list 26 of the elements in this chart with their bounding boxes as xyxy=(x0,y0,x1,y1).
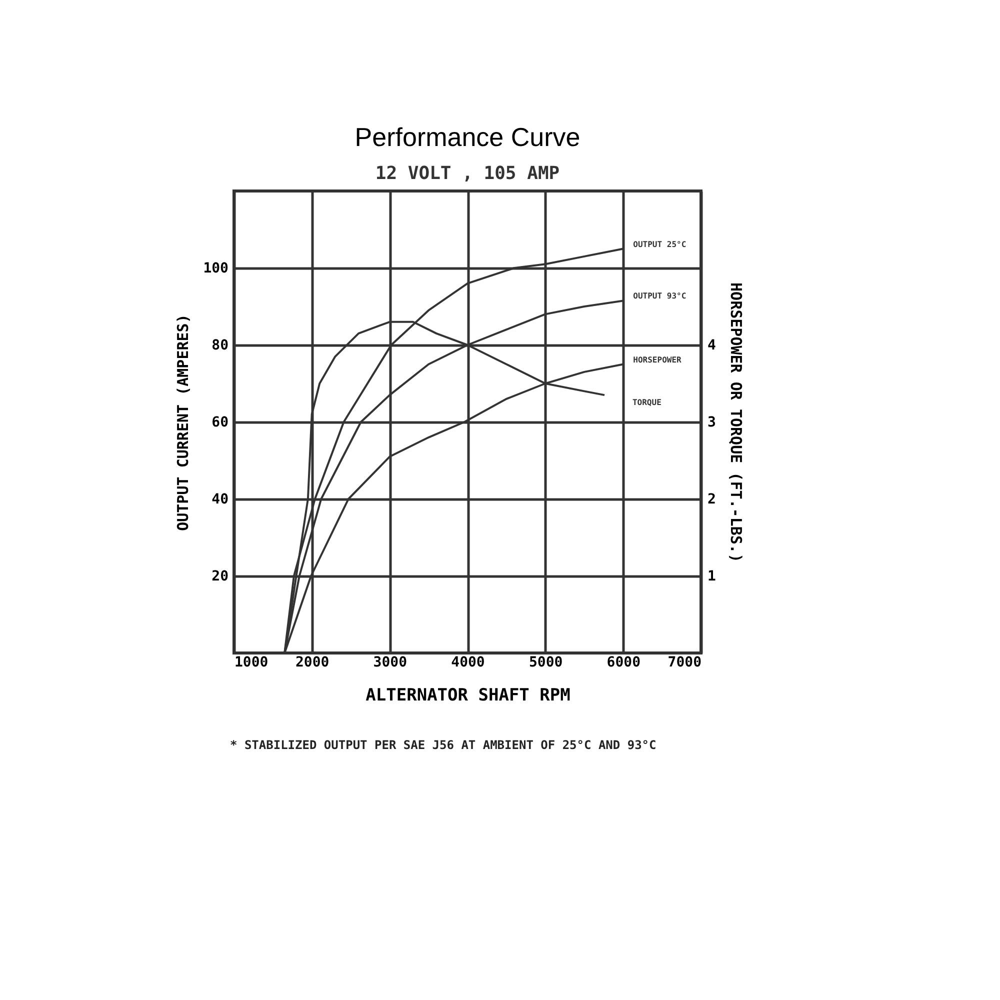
series-label: HORSEPOWER xyxy=(633,355,682,364)
y-tick-label: 80 xyxy=(212,338,228,354)
x-tick-label: 2000 xyxy=(295,654,330,670)
x-tick-label: 6000 xyxy=(606,654,641,670)
y2-tick-label: 3 xyxy=(708,414,716,430)
chart-title: Performance Curve xyxy=(354,122,580,152)
x-tick-label: 5000 xyxy=(528,654,563,670)
x-tick-label: 7000 xyxy=(668,654,702,670)
y2-tick-label: 4 xyxy=(708,338,716,354)
y2-tick-label: 2 xyxy=(708,492,716,508)
series-label: OUTPUT 93°C xyxy=(633,292,686,301)
x-tick-label: 1000 xyxy=(234,654,268,670)
y2-axis-title: HORSEPOWER OR TORQUE (FT.-LBS.) xyxy=(726,282,745,562)
text: * STABILIZED OUTPUT PER SAE J56 AT AMBIENT OF 25°C AND 93°C xyxy=(230,738,656,752)
y-tick-label: 60 xyxy=(212,414,228,430)
x-axis-title: ALTERNATOR SHAFT RPM xyxy=(366,686,570,706)
x-tick-label: 4000 xyxy=(451,654,485,670)
chart-subtitle: 12 VOLT , 105 AMP xyxy=(375,163,560,184)
y-axis-title: OUTPUT CURRENT (AMPERES) xyxy=(174,314,192,531)
x-tick-label: 3000 xyxy=(373,654,408,670)
series-label: OUTPUT 25°C xyxy=(633,240,686,249)
y-tick-label: 40 xyxy=(212,492,228,508)
y2-tick-label: 1 xyxy=(708,568,716,584)
y-tick-label: 100 xyxy=(203,260,228,276)
y-tick-label: 20 xyxy=(212,568,228,584)
text: TORQUE xyxy=(632,398,662,408)
